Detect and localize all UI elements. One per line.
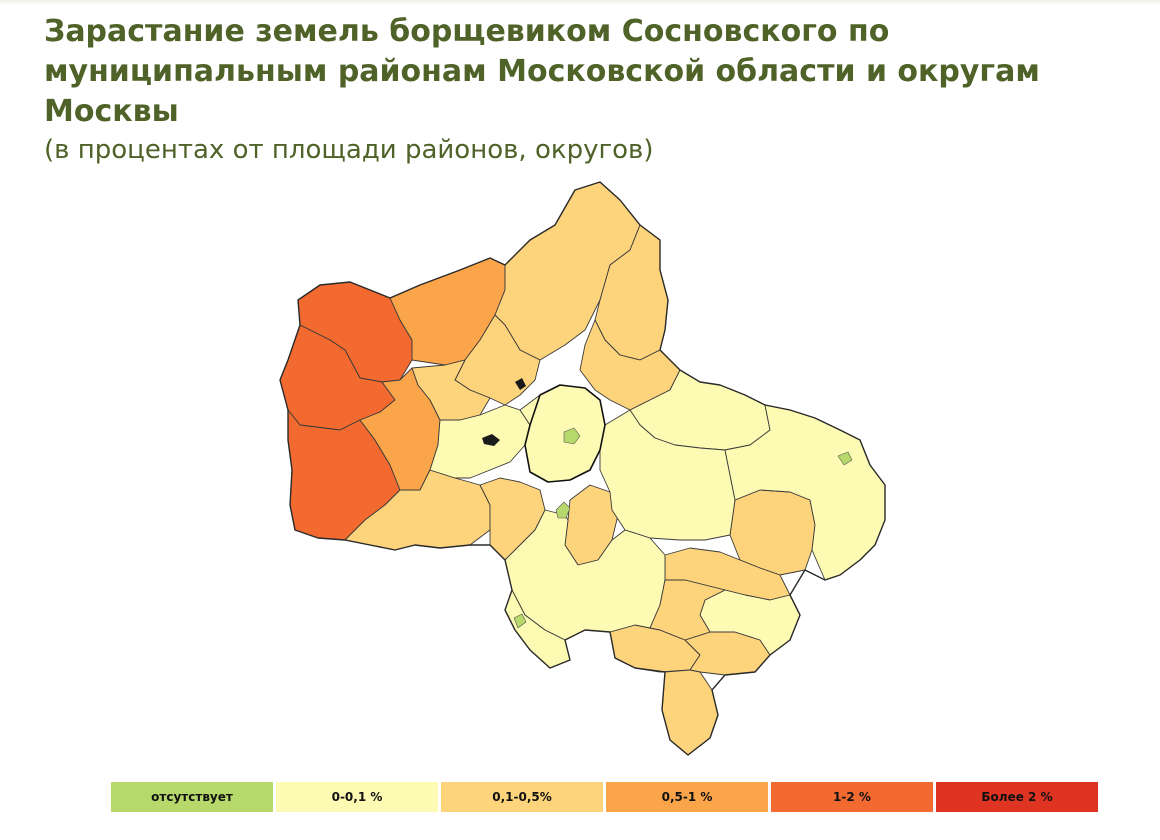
district-moscow-west-belt[interactable] (429, 404, 531, 479)
enclave-absent-southcenter[interactable] (555, 501, 571, 519)
legend-item-absent: отсутствует (111, 782, 273, 812)
legend-item-1-2: 1-2 % (771, 782, 933, 812)
enclave-absent-south[interactable] (513, 613, 527, 629)
urban-cluster-north (515, 378, 526, 390)
district-south-mid-lower[interactable] (649, 579, 726, 641)
enclave-absent-center[interactable] (563, 427, 581, 445)
moscow-city-boundary (524, 384, 606, 483)
district-west-inner[interactable] (411, 359, 491, 421)
legend-item-0-5-1: 0,5-1 % (606, 782, 768, 812)
top-strip (0, 0, 1160, 6)
enclave-absent-east[interactable] (837, 451, 853, 466)
legend-item-0-1-0-5: 0,1-0,5% (441, 782, 603, 812)
urban-cluster-west (482, 434, 500, 446)
district-south-tip[interactable] (661, 669, 719, 756)
legend-item-more-2: Более 2 % (936, 782, 1098, 812)
legend-item-0-0-1: 0-0,1 % (276, 782, 438, 812)
region-outline (279, 181, 886, 756)
map-subtitle: (в процентах от площади районов, округов… (44, 135, 654, 165)
legend: отсутствует 0-0,1 % 0,1-0,5% 0,5-1 % 1-2… (111, 782, 1098, 812)
district-moscow-core[interactable] (519, 384, 606, 483)
district-east-central[interactable] (599, 409, 736, 541)
map-title: Зарастание земель борщевиком Сосновского… (44, 14, 1040, 129)
